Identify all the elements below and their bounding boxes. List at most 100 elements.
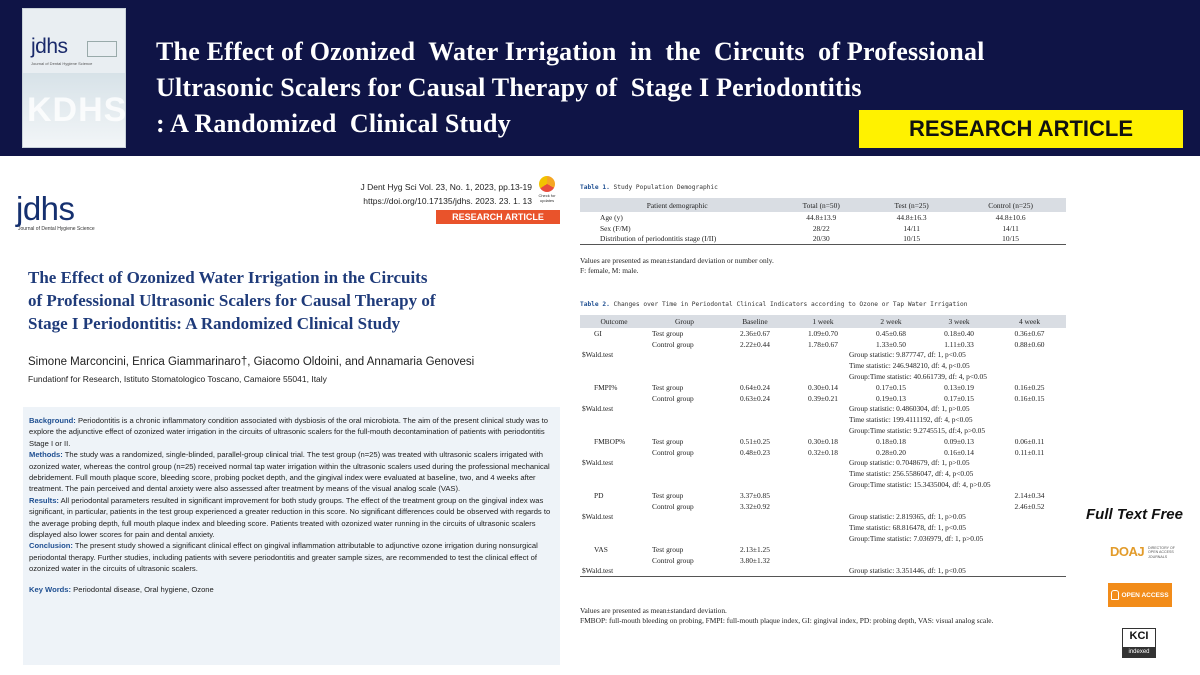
- table-cell: [580, 555, 648, 566]
- paper-first-page: jdhs Journal of Dental Hygiene Science J…: [0, 162, 570, 675]
- table-cell: [925, 501, 993, 512]
- table-row: Distribution of periodontitis stage (I/I…: [580, 233, 1066, 245]
- table-cell: [580, 522, 648, 533]
- table-cell: 0.09±0.13: [944, 436, 974, 446]
- open-access-badge[interactable]: OPEN ACCESS: [1108, 583, 1172, 607]
- table-cell: 0.18±0.40: [944, 328, 974, 338]
- table-row: $Wald.test Group statistic: 2.819365, df:…: [580, 512, 1066, 523]
- table-cell: PD: [594, 490, 604, 500]
- citation-doi[interactable]: https://doi.org/10.17135/jdhs. 2023. 23.…: [363, 196, 532, 206]
- table-cell: 2.22±0.44: [739, 339, 770, 349]
- paper-title-line: of Professional Ultrasonic Scalers for C…: [28, 291, 436, 310]
- doaj-logo[interactable]: DOAJ DIRECTORY OF OPEN ACCESS JOURNALS: [1110, 542, 1175, 564]
- table-cell: [648, 414, 789, 425]
- table-cell: [789, 490, 857, 501]
- table-cell: [580, 501, 648, 512]
- cover-watermark: KDHS: [27, 91, 126, 129]
- table1-caption: Table 1. Study Population Demographic: [580, 184, 718, 191]
- table-cell: [648, 360, 789, 371]
- cover-info-box: [87, 41, 117, 57]
- open-access-label: OPEN ACCESS: [1121, 591, 1169, 599]
- table-cell: $Wald.test: [582, 512, 614, 522]
- table-cell: [580, 371, 648, 382]
- table-cell: Test group: [652, 436, 684, 446]
- table-header-row: Patient demographic Total (n=50) Test (n…: [580, 198, 1066, 212]
- table-cell: [648, 458, 789, 469]
- paper-title-line: The Effect of Ozonized Water Irrigation …: [28, 268, 428, 287]
- table-header-cell: Patient demographic: [580, 198, 775, 212]
- table-row: $Wald.test Group statistic: 0.7048679, df…: [580, 458, 1066, 469]
- table-cell: [993, 555, 1066, 566]
- table-cell: 0.28±0.20: [876, 447, 906, 457]
- table-cell: [648, 565, 789, 577]
- table-cell: 0.32±0.18: [808, 447, 838, 457]
- table-cell: [857, 501, 925, 512]
- table-cell: Control group: [652, 501, 694, 511]
- table-header-cell: 3 week: [925, 315, 994, 328]
- table-cell: 2.46±0.52: [1014, 501, 1045, 511]
- table-row: Control group 3.80±1.32: [580, 555, 1066, 566]
- table-cell: FMBOP%: [594, 436, 626, 446]
- table-header-cell: Total (n=50): [774, 198, 869, 212]
- abstract-results: Results: All periodontal parameters resu…: [29, 495, 551, 540]
- paper-title-line: Stage I Periodontitis: A Randomized Clin…: [28, 314, 401, 333]
- table-cell: 0.64±0.24: [739, 382, 770, 392]
- table-cell: [648, 512, 789, 523]
- table-cell: 0.51±0.25: [739, 436, 770, 446]
- table-cell: $Wald.test: [582, 458, 614, 468]
- wald-statistic-cell: Time statistic: 256.5586047, df: 4, p<0.…: [848, 469, 974, 479]
- table-cell: 2.13±1.25: [739, 544, 770, 554]
- table-cell: 3.80±1.32: [739, 555, 770, 565]
- wald-statistic-cell: Group statistic: 0.7048679, df: 1, p>0.0…: [848, 458, 970, 468]
- table-row: Group:Time statistic: 15.3435004, df: 4,…: [580, 479, 1066, 490]
- table-cell: Test group: [652, 382, 684, 392]
- table-cell: [857, 544, 925, 555]
- table-cell: [648, 404, 789, 415]
- abstract-background: Background: Periodontitis is a chronic i…: [29, 416, 549, 448]
- clinical-indicators-table: Outcome Group Baseline 1 week 2 week 3 w…: [580, 315, 1066, 577]
- table-cell: [580, 339, 648, 350]
- kci-sub-label: indexed: [1123, 647, 1155, 657]
- table2-body: GI Test group 2.36±0.67 1.09±0.70 0.45±0.68 0…: [580, 328, 1066, 577]
- table-header-cell: Control (n=25): [955, 198, 1066, 212]
- table-cell: [580, 447, 648, 458]
- table-row: Group:Time statistic: 7.036979, df: 1, p…: [580, 533, 1066, 544]
- table-header-cell: Test (n=25): [868, 198, 956, 212]
- table-cell: 0.16±0.14: [944, 447, 974, 457]
- table-cell: [648, 468, 789, 479]
- banner-title-line: : A Randomized Clinical Study: [156, 109, 511, 138]
- table-header-cell: Baseline: [720, 315, 789, 328]
- banner-title-line: Ultrasonic Scalers for Causal Therapy of…: [156, 73, 862, 102]
- table-cell: Control group: [652, 555, 694, 565]
- table-row: VAS Test group 2.13±1.25: [580, 544, 1066, 555]
- table-row: Control group 0.48±0.23 0.32±0.18 0.28±0.20…: [580, 447, 1066, 458]
- table-cell: [580, 468, 648, 479]
- table-cell: 2.14±0.34: [1014, 490, 1045, 500]
- table-cell: $Wald.test: [582, 350, 614, 360]
- table-row: Control group 2.22±0.44 1.78±0.67 1.33±0.50…: [580, 339, 1066, 350]
- table-row: GI Test group 2.36±0.67 1.09±0.70 0.45±0.68 0…: [580, 328, 1066, 339]
- table-cell: [925, 544, 993, 555]
- table-header-cell: Group: [648, 315, 721, 328]
- table2-notes: Values are presented as mean±standard de…: [580, 606, 994, 625]
- table-row: Group:Time statistic: 9.2745515, df:4, p…: [580, 425, 1066, 436]
- paper-tables-page: Table 1. Study Population Demographic Pa…: [570, 162, 1070, 675]
- table-cell: 0.18±0.18: [876, 436, 906, 446]
- table-cell: $Wald.test: [582, 404, 614, 414]
- kci-indexed-badge[interactable]: KCI indexed: [1122, 628, 1156, 658]
- table-cell: 1.11±0.33: [944, 339, 974, 349]
- cover-band: [23, 73, 125, 147]
- wald-statistic-cell: Time statistic: 246.948210, df: 4, p<0.0…: [848, 361, 970, 371]
- table-row: Time statistic: 246.948210, df: 4, p<0.0…: [580, 360, 1066, 371]
- table-cell: [993, 544, 1066, 555]
- banner-title-line: The Effect of Ozonized Water Irrigation …: [156, 37, 985, 66]
- table-cell: [789, 544, 857, 555]
- table-row: Control group 3.32±0.92 2.46±0.52: [580, 501, 1066, 512]
- table-cell: [580, 533, 648, 544]
- check-for-updates-icon[interactable]: Check for updates: [536, 176, 558, 206]
- demographics-table: Patient demographic Total (n=50) Test (n…: [580, 198, 1066, 245]
- citation-volume: J Dent Hyg Sci Vol. 23, No. 1, 2023, pp.…: [360, 182, 532, 192]
- table-row: $Wald.test Group statistic: 9.877747, df:…: [580, 350, 1066, 361]
- table-cell: 3.32±0.92: [739, 501, 770, 511]
- table-cell: 1.33±0.50: [876, 339, 906, 349]
